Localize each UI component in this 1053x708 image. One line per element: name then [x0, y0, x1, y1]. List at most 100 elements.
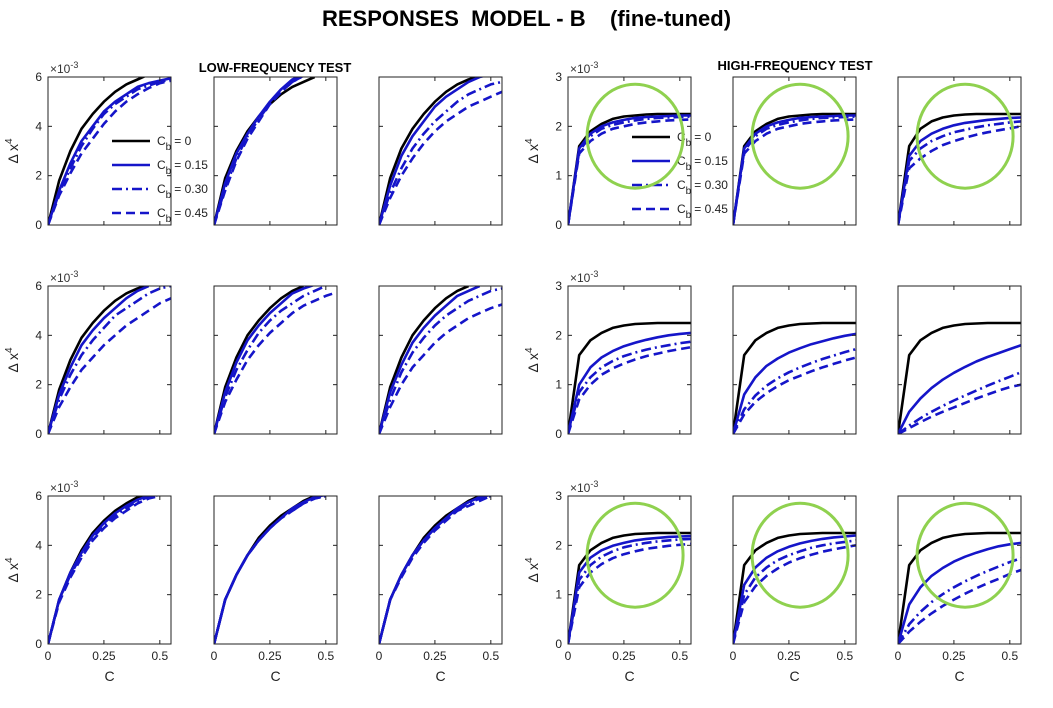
series-line-r2c3-cb-0	[379, 286, 470, 434]
series-line-r2c2-cb-0	[214, 286, 305, 434]
series-line-r2c4-cb-0_30	[568, 340, 691, 434]
series-line-r3c3-cb-0_45	[379, 496, 492, 644]
series-line-r1c3-cb-0_15	[379, 77, 486, 225]
series-line-r3c6-cb-0_30	[898, 556, 1021, 644]
y-axis-label-sup: 4	[4, 347, 15, 353]
series-line-r2c1-cb-0_45	[48, 297, 171, 434]
axis-frame-r2c3	[378, 285, 503, 435]
y-axis-label: Δ x4	[524, 347, 541, 372]
series-line-r2c3-cb-0_30	[379, 287, 502, 434]
series-line-r1c3-cb-0_45	[379, 90, 502, 225]
series-line-r3c2-cb-0_30	[214, 496, 327, 644]
highlight-circle-r1c4	[585, 82, 685, 190]
x-tick-label: 0.25	[612, 649, 636, 663]
axis-frame-r1c5	[732, 76, 857, 226]
x-tick-label: 0.5	[836, 649, 853, 663]
series-line-r1c4-cb-0_30	[568, 115, 691, 225]
legend-sub: b	[166, 190, 172, 201]
y-exponent-label: ×10-3	[570, 269, 598, 285]
y-tick-label: 0	[555, 637, 562, 651]
y-tick-label: 6	[35, 279, 42, 293]
axis-frame-r2c5	[732, 285, 857, 435]
x-axis-label: C	[104, 668, 114, 684]
axis-frame-r1c4	[567, 76, 692, 226]
x-tick-label: 0	[895, 649, 902, 663]
series-line-r2c6-cb-0_45	[898, 383, 1021, 434]
series-line-r1c2-cb-0_30	[214, 77, 305, 225]
series-line-r2c4-cb-0	[568, 321, 691, 434]
highlight-circle-r3c4	[585, 501, 685, 609]
axis-frame-r1c6	[897, 76, 1022, 226]
legend-sub: b	[686, 138, 692, 149]
series-line-r2c2-cb-0_30	[214, 286, 327, 434]
figure-title: RESPONSES MODEL - B (fine-tuned)	[321, 6, 732, 31]
legend-sub: b	[686, 210, 692, 221]
highlight-circle-r3c6	[915, 501, 1015, 609]
x-tick-label: 0	[565, 649, 572, 663]
series-line-r2c5-cb-0_30	[733, 347, 856, 434]
x-axis-label: C	[624, 668, 634, 684]
y-tick-label: 4	[35, 119, 42, 133]
y-tick-label: 2	[35, 169, 42, 183]
legend-value: = 0	[694, 130, 711, 144]
series-line-r2c3-cb-0_45	[379, 303, 502, 434]
series-line-r1c1-cb-0_15	[48, 77, 171, 225]
x-tick-label: 0.5	[317, 649, 334, 663]
series-line-r2c2-cb-0_15	[214, 286, 316, 434]
group-title-high: HIGH-FREQUENCY TEST	[717, 58, 872, 73]
y-tick-label: 0	[35, 637, 42, 651]
y-tick-label: 3	[555, 70, 562, 84]
y-exponent-power: -3	[70, 479, 78, 489]
axis-frame-r2c2	[213, 285, 338, 435]
legend-value: = 0.15	[694, 154, 728, 168]
legend-label-high-1: Cb = 0.15	[677, 154, 728, 173]
y-axis-label: Δ x4	[4, 557, 21, 582]
y-tick-label: 2	[35, 588, 42, 602]
y-axis-label-sup: 4	[4, 138, 15, 144]
legend-value: = 0.15	[174, 158, 208, 172]
legend-value: = 0.30	[174, 182, 208, 196]
axis-frame-r2c4	[567, 285, 692, 435]
x-axis-label: C	[954, 668, 964, 684]
y-tick-label: 2	[555, 119, 562, 133]
y-axis-label-sup: 4	[4, 557, 15, 563]
series-line-r3c2-cb-0	[214, 496, 326, 644]
legend-label-low-2: Cb = 0.30	[157, 182, 208, 201]
series-line-r2c6-cb-0	[898, 321, 1021, 434]
x-tick-label: 0.25	[777, 649, 801, 663]
y-exponent-label: ×10-3	[50, 269, 78, 285]
series-line-r1c6-cb-0_45	[898, 125, 1021, 225]
series-line-r3c3-cb-0_30	[379, 496, 492, 644]
y-axis-label: Δ x4	[4, 138, 21, 163]
series-line-r1c5-cb-0_30	[733, 115, 856, 225]
axis-frame-r1c2	[213, 76, 338, 226]
y-axis-label: Δ x4	[4, 347, 21, 372]
y-axis-label-sup: 4	[524, 138, 535, 144]
series-line-r1c1-cb-0	[48, 77, 147, 225]
series-line-r1c3-cb-0	[379, 77, 481, 225]
y-exponent-label: ×10-3	[50, 60, 78, 76]
y-tick-label: 4	[35, 328, 42, 342]
axis-frame-r3c5	[732, 495, 857, 645]
axis-frame-r3c2	[213, 495, 338, 645]
y-tick-label: 3	[555, 489, 562, 503]
axis-frame-r3c3	[378, 495, 503, 645]
axis-frame-r3c1	[47, 495, 172, 645]
series-line-r1c3-cb-0_30	[379, 80, 502, 225]
x-tick-label: 0.25	[92, 649, 116, 663]
y-axis-label-sup: 4	[524, 347, 535, 353]
series-line-r2c2-cb-0_45	[214, 290, 337, 434]
group-title-low: LOW-FREQUENCY TEST	[199, 60, 352, 75]
series-line-r2c5-cb-0	[733, 321, 856, 434]
series-line-r1c2-cb-0_45	[214, 77, 305, 225]
series-line-r2c6-cb-0_15	[898, 343, 1021, 434]
series-line-r3c5-cb-0_30	[733, 539, 856, 644]
x-tick-label: 0.25	[258, 649, 282, 663]
legend-label-high-2: Cb = 0.30	[677, 178, 728, 197]
y-tick-label: 0	[35, 427, 42, 441]
x-axis-label: C	[789, 668, 799, 684]
series-line-r2c5-cb-0_15	[733, 332, 856, 434]
legend-label-low-1: Cb = 0.15	[157, 158, 208, 177]
legend-label-high-0: Cb = 0	[677, 130, 712, 149]
legend-label-high-3: Cb = 0.45	[677, 202, 728, 221]
